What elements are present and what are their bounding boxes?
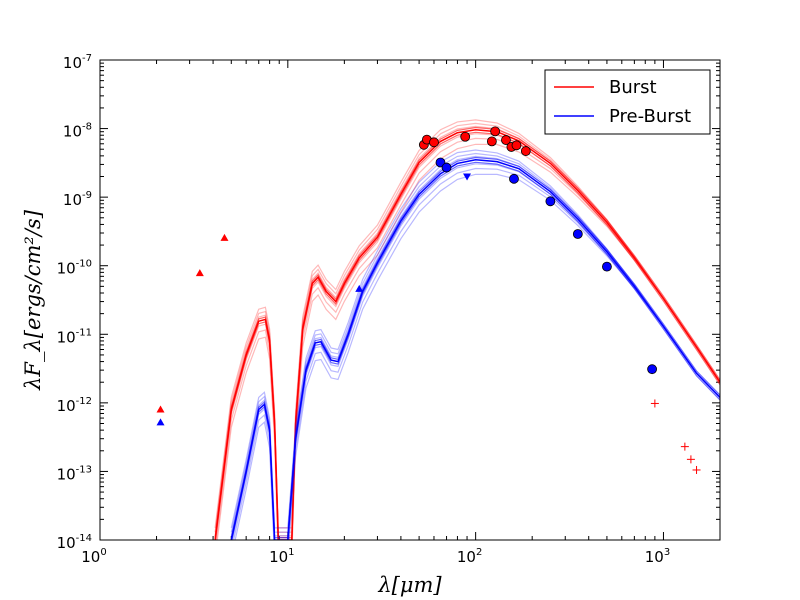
y-tick-label: 10-9	[63, 190, 92, 209]
pre-burst-limit-down	[463, 173, 472, 181]
burst-model-best	[214, 129, 720, 540]
x-axis-label: λ[μm]	[377, 573, 442, 597]
burst-limit-up	[220, 233, 229, 241]
burst-limit-up	[156, 405, 165, 413]
data-markers	[156, 126, 701, 474]
burst-detection	[490, 126, 501, 137]
x-tick-label: 100	[81, 547, 106, 566]
pre-burst-limit-up	[156, 418, 165, 426]
pre-burst-model-variant	[234, 173, 720, 540]
legend-label-pre-burst: Pre-Burst	[609, 106, 691, 127]
legend: Burst Pre-Burst	[544, 69, 711, 135]
y-axis: 10-14 10-13 10-12 10-11 10-10 10-9 10-8 10-7	[57, 53, 720, 552]
axes-border	[99, 59, 721, 541]
pre-burst-detection	[545, 196, 556, 207]
pre-burst-detection	[509, 173, 519, 184]
pre-burst-detection	[647, 364, 658, 375]
pre-burst-detection	[572, 229, 583, 239]
plot-border	[99, 59, 721, 541]
y-tick-label: 10-14	[57, 533, 92, 552]
burst-limit-up	[195, 269, 204, 277]
x-tick-label: 101	[269, 547, 294, 566]
y-tick-label: 10-13	[57, 464, 92, 483]
burst-detection	[429, 137, 439, 148]
legend-label-burst: Burst	[609, 77, 657, 98]
x-tick-label: 103	[645, 547, 670, 566]
y-axis-label: λF_λ[ergs/cm²/s]	[21, 209, 45, 391]
plot-area	[100, 60, 720, 540]
y-tick-label: 10-11	[57, 327, 92, 346]
pre-burst-detection	[441, 162, 452, 173]
burst-detection	[460, 131, 471, 142]
burst-model-variant	[216, 143, 720, 540]
pre-burst-limit-up	[355, 284, 364, 292]
pre-burst-detection	[602, 261, 612, 272]
pre-burst-model-best	[230, 159, 720, 540]
model-curves	[214, 119, 720, 540]
burst-detection	[501, 135, 511, 145]
burst-detection	[520, 146, 531, 156]
legend-box	[544, 69, 711, 135]
x-tick-label: 102	[457, 547, 482, 566]
y-tick-label: 10-8	[63, 122, 92, 141]
burst-detection	[511, 140, 522, 151]
x-axis: 100 101 102 103	[81, 60, 721, 566]
y-tick-label: 10-12	[57, 396, 92, 415]
y-tick-label: 10-7	[63, 53, 92, 72]
burst-detection	[486, 136, 497, 147]
y-tick-label: 10-10	[57, 259, 92, 278]
axes-frame	[100, 60, 720, 540]
